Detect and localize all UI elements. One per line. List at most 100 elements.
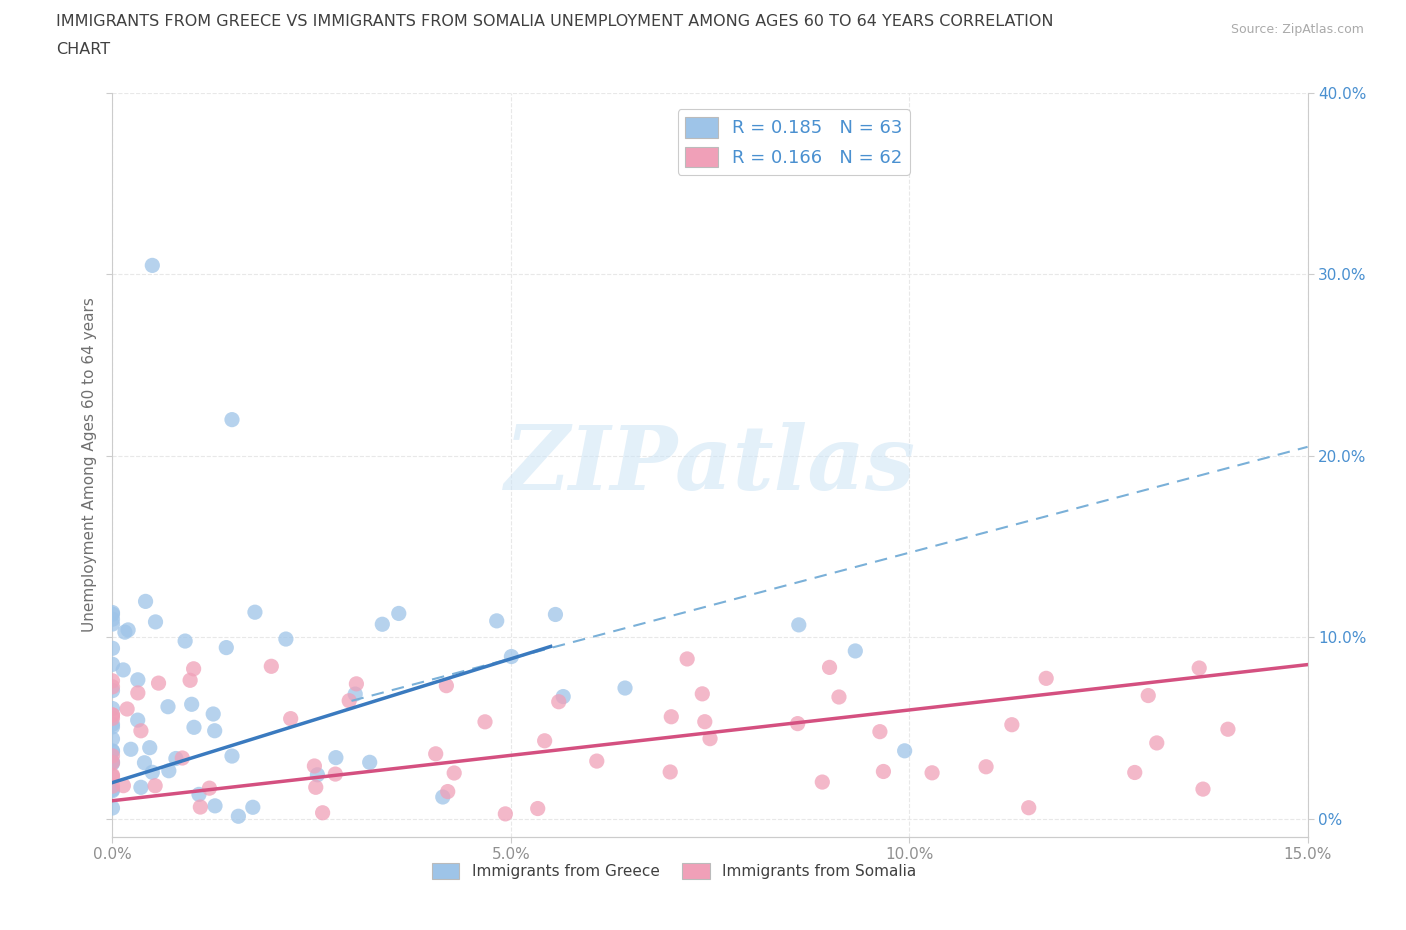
Point	[699, 731, 721, 746]
Point	[304, 759, 326, 774]
Point	[921, 765, 943, 780]
Point	[101, 732, 124, 747]
Point	[659, 764, 682, 779]
Point	[1146, 736, 1168, 751]
Point	[693, 714, 716, 729]
Point	[183, 720, 205, 735]
Point	[101, 769, 124, 784]
Point	[148, 676, 170, 691]
Point	[188, 800, 211, 815]
Point	[344, 676, 367, 691]
Y-axis label: Unemployment Among Ages 60 to 64 years: Unemployment Among Ages 60 to 64 years	[82, 298, 97, 632]
Point	[585, 753, 607, 768]
Point	[101, 744, 124, 759]
Point	[1018, 801, 1040, 816]
Point	[485, 614, 508, 629]
Text: IMMIGRANTS FROM GREECE VS IMMIGRANTS FROM SOMALIA UNEMPLOYMENT AMONG AGES 60 TO : IMMIGRANTS FROM GREECE VS IMMIGRANTS FRO…	[56, 14, 1053, 29]
Point	[676, 652, 699, 667]
Point	[101, 657, 124, 671]
Point	[260, 658, 283, 673]
Point	[165, 751, 187, 766]
Point	[547, 695, 569, 710]
Point	[101, 612, 124, 627]
Point	[344, 686, 367, 701]
Point	[127, 672, 149, 687]
Point	[101, 701, 124, 716]
Point	[204, 799, 226, 814]
Point	[101, 684, 124, 698]
Point	[141, 258, 163, 272]
Point	[114, 625, 136, 640]
Point	[179, 673, 201, 688]
Point	[305, 780, 328, 795]
Point	[101, 605, 124, 620]
Point	[101, 641, 124, 656]
Point	[174, 633, 197, 648]
Point	[443, 765, 465, 780]
Point	[243, 604, 266, 619]
Point	[553, 689, 575, 704]
Point	[337, 693, 360, 708]
Point	[436, 784, 458, 799]
Point	[204, 724, 226, 738]
Point	[425, 747, 447, 762]
Point	[188, 787, 211, 802]
Point	[494, 806, 516, 821]
Point	[311, 805, 333, 820]
Point	[135, 594, 157, 609]
Point	[828, 689, 851, 704]
Point	[242, 800, 264, 815]
Point	[533, 734, 555, 749]
Point	[101, 801, 124, 816]
Point	[101, 720, 124, 735]
Point	[1035, 671, 1057, 685]
Point	[893, 743, 915, 758]
Point	[180, 697, 202, 711]
Point	[1137, 688, 1160, 703]
Point	[202, 707, 225, 722]
Point	[501, 649, 523, 664]
Point	[359, 755, 381, 770]
Point	[156, 699, 179, 714]
Point	[101, 754, 124, 769]
Point	[183, 661, 205, 676]
Point	[221, 749, 243, 764]
Point	[134, 755, 156, 770]
Point	[544, 607, 567, 622]
Point	[325, 766, 347, 781]
Point	[101, 606, 124, 621]
Point	[307, 767, 329, 782]
Point	[101, 708, 124, 723]
Point	[869, 724, 891, 739]
Point	[388, 606, 411, 621]
Point	[101, 756, 124, 771]
Point	[844, 644, 866, 658]
Point	[101, 768, 124, 783]
Point	[141, 764, 163, 779]
Point	[786, 716, 808, 731]
Point	[101, 680, 124, 695]
Point	[811, 775, 834, 790]
Point	[974, 759, 997, 774]
Point	[112, 778, 135, 793]
Point	[690, 686, 713, 701]
Point	[215, 640, 238, 655]
Point	[101, 749, 124, 764]
Text: Source: ZipAtlas.com: Source: ZipAtlas.com	[1230, 23, 1364, 36]
Point	[172, 751, 194, 765]
Point	[221, 412, 243, 427]
Point	[526, 801, 548, 816]
Point	[614, 681, 637, 696]
Point	[127, 712, 149, 727]
Point	[228, 809, 250, 824]
Point	[101, 617, 124, 631]
Point	[1123, 765, 1146, 780]
Point	[112, 662, 135, 677]
Point	[101, 778, 124, 793]
Legend: Immigrants from Greece, Immigrants from Somalia: Immigrants from Greece, Immigrants from …	[426, 857, 922, 885]
Point	[117, 622, 139, 637]
Point	[1192, 782, 1215, 797]
Point	[101, 743, 124, 758]
Point	[198, 780, 221, 795]
Point	[274, 631, 297, 646]
